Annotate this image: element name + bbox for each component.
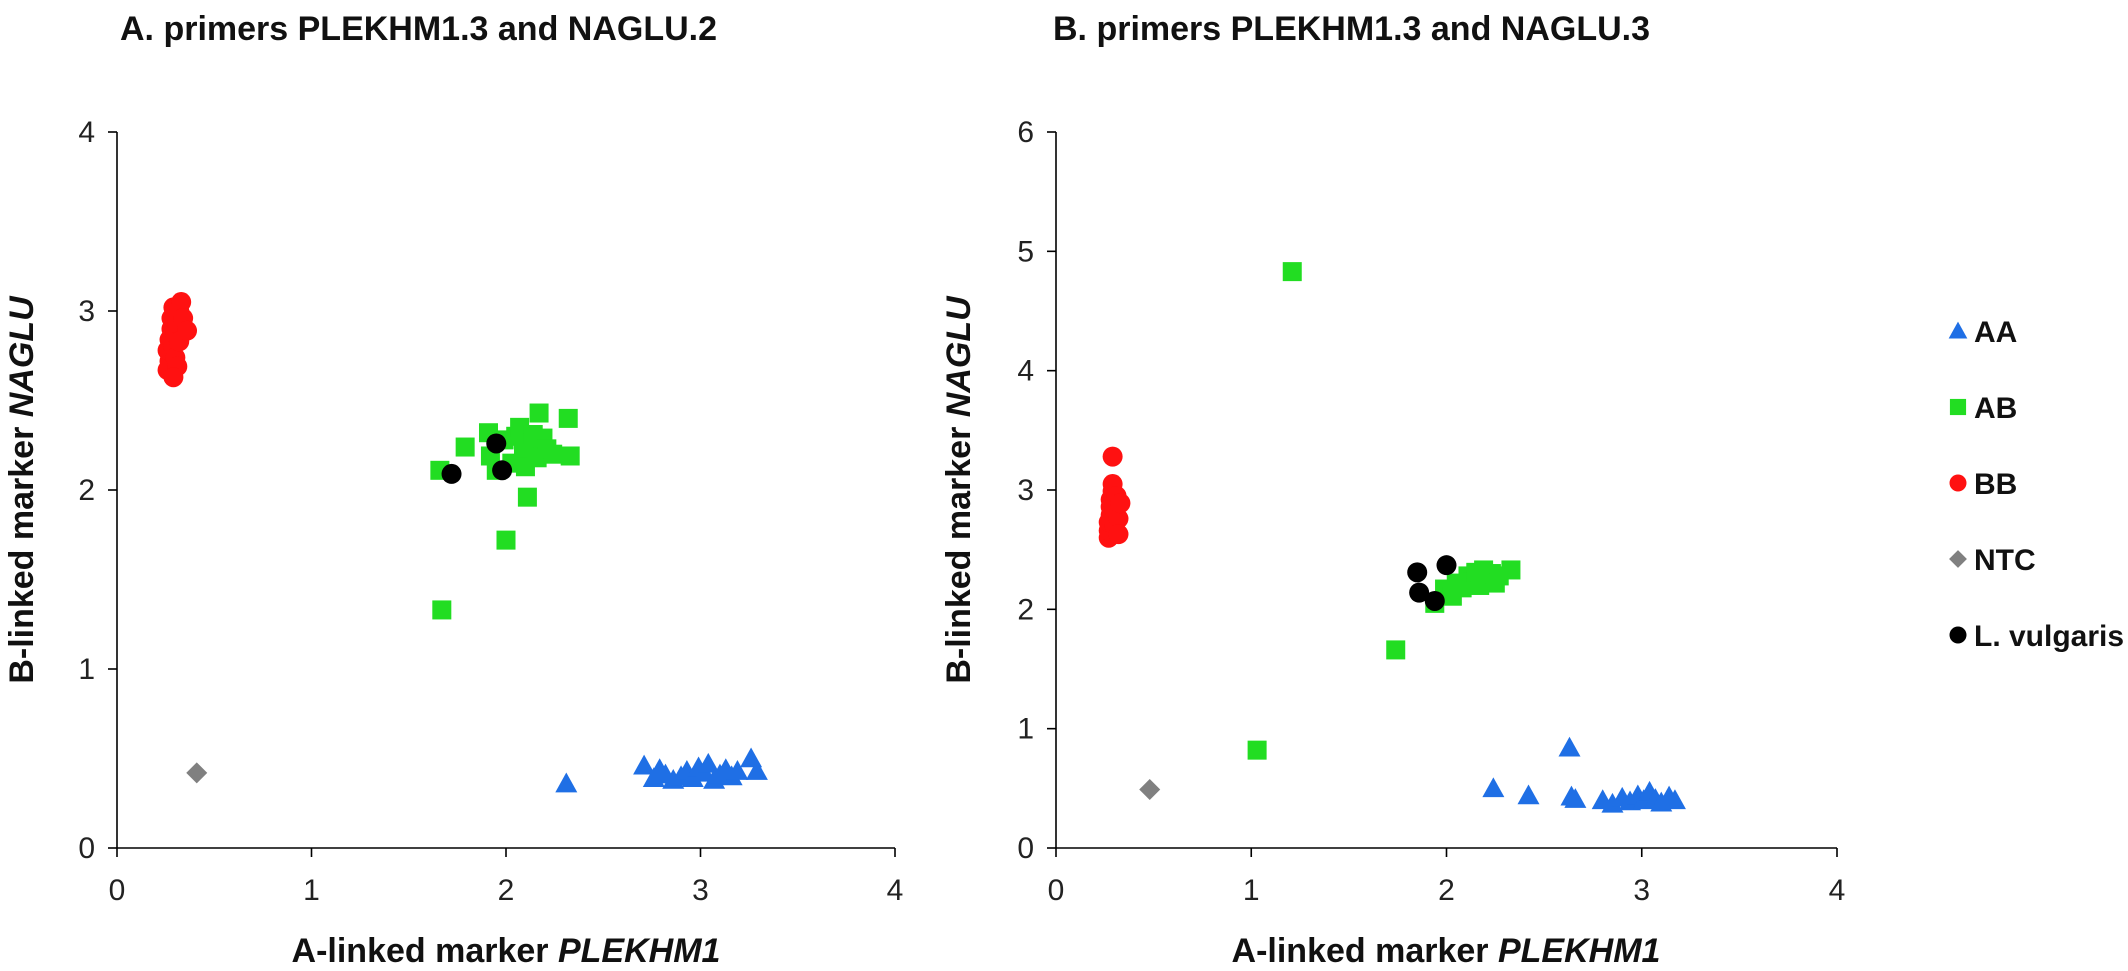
- legend-label: AA: [1974, 316, 2017, 349]
- data-point-l-vulgaris: [441, 463, 462, 484]
- y-tick-label: 2: [78, 474, 95, 507]
- data-point-bb: [1108, 508, 1129, 529]
- data-point-ab: [1247, 740, 1267, 760]
- data-point-ntc: [1139, 779, 1161, 801]
- chart-panel-b: B. primers PLEKHM1.3 and NAGLU.3 0 1 2 3 4 5 6…: [940, 10, 1845, 970]
- data-point-bb: [171, 292, 192, 313]
- legend: AA AB BB NTC L. vulgaris: [1948, 316, 2124, 653]
- data-points-b: [1098, 262, 1686, 813]
- data-point-ab: [517, 487, 537, 507]
- data-point-bb: [163, 367, 184, 388]
- legend-label: BB: [1974, 468, 2017, 501]
- data-point-ab: [1386, 640, 1406, 660]
- y-tick-label: 4: [1017, 355, 1034, 388]
- data-point-aa: [633, 754, 656, 775]
- legend-marker-bb: [1949, 474, 1967, 492]
- data-point-bb: [1110, 493, 1131, 514]
- x-tick-label: 0: [109, 874, 126, 907]
- legend-marker-l-vulgaris: [1949, 626, 1967, 644]
- data-point-aa: [1558, 736, 1581, 757]
- y-tick-label: 0: [1017, 832, 1034, 865]
- x-tick-label: 2: [1438, 874, 1455, 907]
- x-tick-label: 2: [498, 874, 515, 907]
- data-point-l-vulgaris: [1424, 590, 1445, 611]
- x-tick-label: 3: [1633, 874, 1650, 907]
- y-tick-label: 5: [1017, 235, 1034, 268]
- data-point-bb: [1102, 446, 1123, 467]
- legend-marker-ntc: [1949, 550, 1967, 568]
- y-ticks-a: 0 1 2 3 4: [78, 116, 117, 865]
- x-axis-label-a-text: A-linked marker: [292, 932, 549, 970]
- chart-title-a: A. primers PLEKHM1.3 and NAGLU.2: [120, 10, 717, 48]
- data-point-l-vulgaris: [1409, 582, 1430, 603]
- x-ticks-b: 0 1 2 3 4: [1048, 848, 1846, 907]
- y-tick-label: 1: [78, 653, 95, 686]
- y-axis-label-a-italic: NAGLU: [3, 295, 41, 417]
- x-axis-label-b-text: A-linked marker: [1232, 932, 1489, 970]
- y-tick-label: 0: [78, 832, 95, 865]
- data-point-l-vulgaris: [486, 433, 507, 454]
- data-point-ab: [558, 408, 578, 428]
- data-point-l-vulgaris: [1407, 562, 1428, 583]
- x-tick-label: 4: [1829, 874, 1846, 907]
- data-point-ab: [543, 444, 563, 464]
- y-tick-label: 3: [1017, 474, 1034, 507]
- y-tick-label: 6: [1017, 116, 1034, 149]
- legend-marker-ab: [1949, 398, 1967, 416]
- y-tick-label: 1: [1017, 713, 1034, 746]
- data-point-ab: [455, 437, 475, 457]
- data-point-ab: [529, 403, 549, 423]
- x-axis-label-b-italic: PLEKHM1: [1498, 932, 1660, 970]
- x-tick-label: 4: [887, 874, 904, 907]
- data-point-aa: [555, 772, 578, 793]
- legend-label: AB: [1974, 392, 2017, 425]
- data-point-aa: [1601, 792, 1624, 813]
- data-point-aa: [1517, 784, 1540, 805]
- y-tick-label: 2: [1017, 593, 1034, 626]
- legend-marker-aa: [1948, 321, 1968, 339]
- data-point-aa: [745, 760, 768, 780]
- x-axis-label-b: A-linked marker PLEKHM1: [1232, 932, 1661, 970]
- x-ticks-a: 0 1 2 3 4: [109, 848, 904, 907]
- data-point-l-vulgaris: [492, 460, 513, 481]
- y-tick-label: 3: [78, 295, 95, 328]
- x-axis-label-a: A-linked marker PLEKHM1: [292, 932, 721, 970]
- data-points-a: [157, 292, 768, 793]
- data-point-aa: [697, 752, 720, 773]
- x-tick-label: 3: [692, 874, 709, 907]
- data-point-ntc: [186, 762, 208, 784]
- chart-title-b: B. primers PLEKHM1.3 and NAGLU.3: [1053, 10, 1650, 48]
- data-point-aa: [1482, 777, 1505, 798]
- legend-label: L. vulgaris: [1974, 620, 2124, 653]
- x-axis-label-a-italic: PLEKHM1: [558, 932, 720, 970]
- data-point-aa: [726, 760, 749, 780]
- data-point-ab: [432, 600, 452, 620]
- data-point-aa: [1564, 788, 1587, 808]
- y-ticks-b: 0 1 2 3 4 5 6: [1017, 116, 1056, 865]
- y-axis-label-a: B-linked marker NAGLU: [3, 295, 41, 684]
- data-point-ab: [1501, 560, 1521, 580]
- data-point-aa: [681, 767, 704, 787]
- data-point-ab: [496, 530, 516, 550]
- data-point-l-vulgaris: [1436, 555, 1457, 576]
- y-axis-label-b: B-linked marker NAGLU: [940, 295, 978, 684]
- data-point-aa: [1663, 789, 1686, 810]
- y-tick-label: 4: [78, 116, 95, 149]
- y-axis-label-a-text: B-linked marker: [3, 427, 41, 684]
- data-point-bb: [177, 320, 198, 341]
- data-point-bb: [1108, 524, 1129, 545]
- chart-panel-a: A. primers PLEKHM1.3 and NAGLU.2 0 1 2 3 4 0…: [3, 10, 903, 970]
- x-tick-label: 0: [1048, 874, 1065, 907]
- data-point-ab: [560, 446, 580, 466]
- x-tick-label: 1: [1243, 874, 1260, 907]
- y-axis-label-b-text: B-linked marker: [940, 427, 978, 684]
- legend-label: NTC: [1974, 544, 2036, 577]
- y-axis-label-b-italic: NAGLU: [940, 295, 978, 417]
- data-point-ab: [1282, 262, 1302, 282]
- x-tick-label: 1: [303, 874, 320, 907]
